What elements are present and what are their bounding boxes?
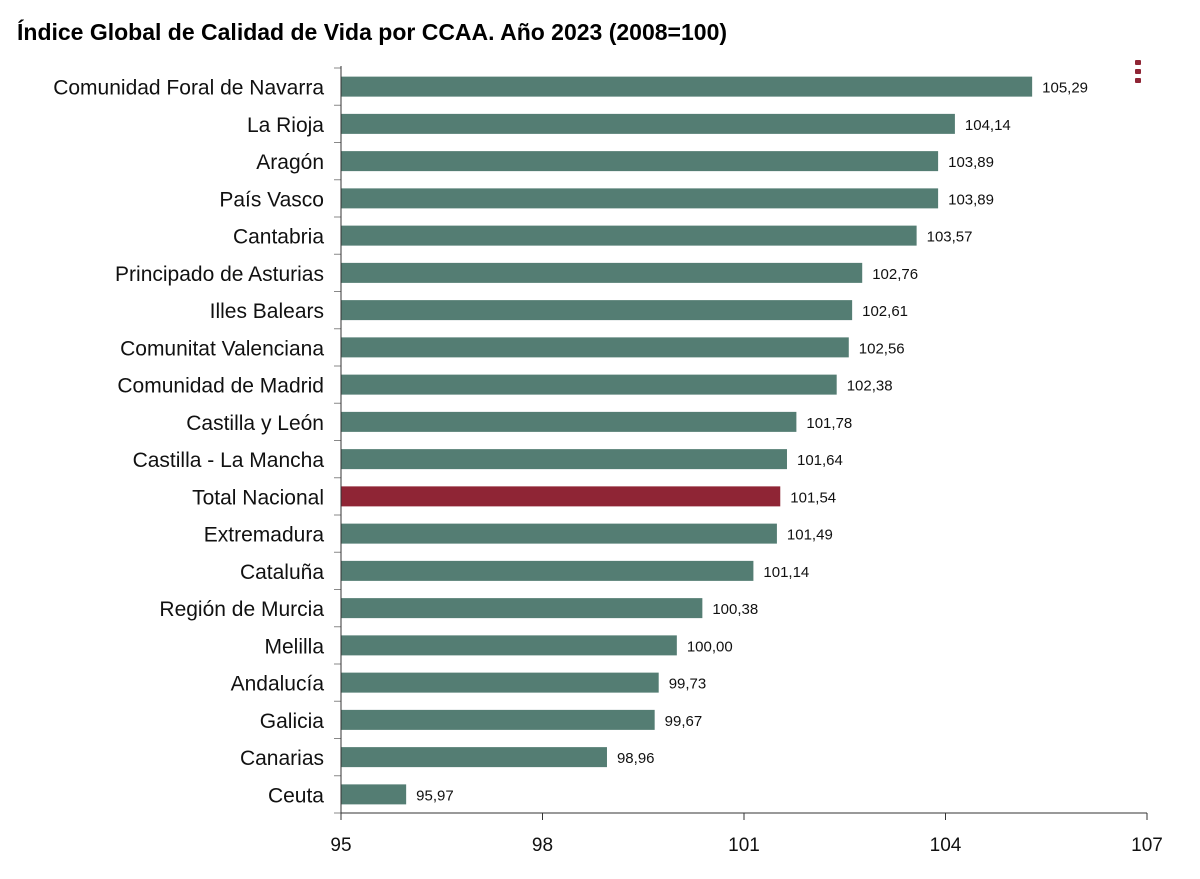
category-label: Castilla - La Mancha — [133, 449, 325, 472]
bar — [341, 486, 781, 507]
value-label: 100,00 — [687, 638, 733, 655]
bar — [341, 635, 677, 656]
menu-dot-icon — [1135, 60, 1141, 65]
category-label: La Rioja — [247, 114, 324, 137]
category-label: Galicia — [260, 710, 325, 733]
category-label: Región de Murcia — [159, 598, 324, 621]
bar — [341, 560, 754, 581]
x-tick-label: 101 — [728, 835, 760, 856]
bar — [341, 523, 777, 544]
category-label: Extremadura — [204, 524, 325, 547]
bar — [341, 411, 797, 432]
bar — [341, 709, 655, 730]
value-label: 103,89 — [948, 191, 994, 208]
value-label: 104,14 — [965, 117, 1011, 134]
value-label: 102,61 — [862, 303, 908, 320]
bar — [341, 188, 939, 209]
bar — [341, 225, 917, 246]
category-label: Comunidad Foral de Navarra — [53, 77, 324, 100]
bar — [341, 374, 837, 395]
bar — [341, 747, 607, 768]
category-label: Comunidad de Madrid — [117, 375, 324, 398]
menu-dot-icon — [1135, 69, 1141, 74]
chart-menu-button[interactable] — [1133, 60, 1143, 86]
x-tick-label: 95 — [330, 835, 351, 856]
category-label: Melilla — [264, 635, 324, 658]
x-tick-label: 104 — [930, 835, 962, 856]
value-label: 102,56 — [859, 340, 905, 357]
value-label: 101,64 — [797, 452, 843, 469]
bar — [341, 113, 955, 134]
value-label: 98,96 — [617, 750, 655, 767]
bar — [341, 784, 407, 805]
category-label: Ceuta — [268, 784, 324, 807]
category-label: Andalucía — [231, 673, 325, 696]
x-tick-label: 98 — [532, 835, 553, 856]
category-label: Castilla y León — [186, 412, 324, 435]
value-label: 103,89 — [948, 154, 994, 171]
bar — [341, 598, 703, 619]
bar — [341, 449, 787, 470]
category-label: Total Nacional — [192, 486, 324, 509]
bar — [341, 76, 1033, 97]
x-tick-label: 107 — [1131, 835, 1163, 856]
category-label: Canarias — [240, 747, 324, 770]
value-label: 99,73 — [669, 676, 707, 693]
value-label: 102,76 — [872, 266, 918, 283]
value-label: 99,67 — [665, 713, 703, 730]
value-label: 100,38 — [712, 601, 758, 618]
category-label: Principado de Asturias — [115, 263, 324, 286]
value-label: 103,57 — [927, 229, 973, 246]
category-label: País Vasco — [219, 188, 324, 211]
bar — [341, 262, 863, 283]
value-label: 102,38 — [847, 378, 893, 395]
bar — [341, 672, 659, 693]
value-label: 101,78 — [806, 415, 852, 432]
value-label: 101,49 — [787, 527, 833, 544]
bar — [341, 300, 853, 321]
category-label: Cantabria — [233, 226, 324, 249]
category-label: Cataluña — [240, 561, 324, 584]
chart-title: Índice Global de Calidad de Vida por CCA… — [17, 19, 728, 45]
menu-dot-icon — [1135, 78, 1141, 83]
bar — [341, 337, 849, 358]
value-label: 105,29 — [1042, 80, 1088, 97]
bar — [341, 151, 939, 172]
value-label: 95,97 — [416, 787, 454, 804]
category-label: Aragón — [256, 151, 324, 174]
value-label: 101,14 — [763, 564, 809, 581]
category-label: Comunitat Valenciana — [120, 337, 324, 360]
category-label: Illes Balears — [210, 300, 324, 323]
value-label: 101,54 — [790, 489, 836, 506]
